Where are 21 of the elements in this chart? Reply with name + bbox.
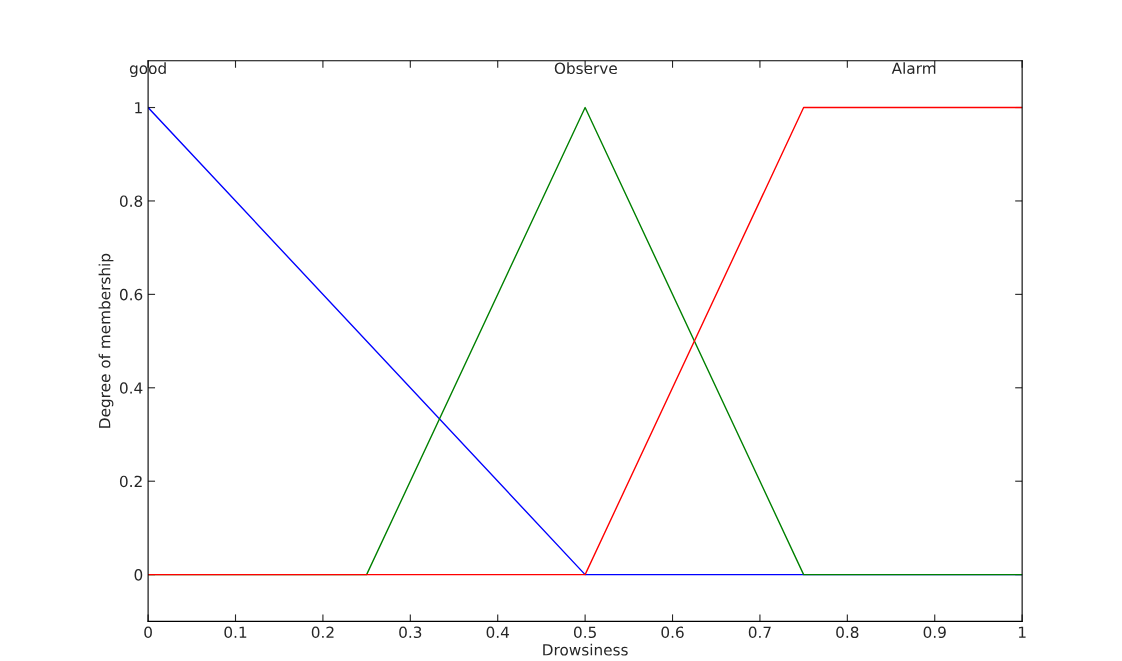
x-tick-label: 0 <box>144 626 152 639</box>
y-tick-label: 0.2 <box>119 475 142 488</box>
x-tick-label: 0.7 <box>748 626 771 639</box>
y-tick-label: 0.8 <box>119 195 143 207</box>
y-tick-label: 1 <box>135 102 142 114</box>
x-axis-title: Drowsiness <box>543 643 628 656</box>
y-tick-label: 0.4 <box>119 382 143 394</box>
x-tick-label: 0.5 <box>573 626 596 639</box>
text: Observe <box>554 62 617 75</box>
x-tick-label: 1 <box>1018 626 1026 638</box>
text: Alarm <box>891 62 936 75</box>
y-axis-title: Degree of membership <box>98 253 114 428</box>
x-tick-label: 0.9 <box>923 626 946 639</box>
y-tick-label: 0 <box>134 569 143 581</box>
x-tick-label: 0.2 <box>311 626 334 639</box>
y-tick-label: 0.6 <box>119 288 143 301</box>
x-tick-label: 0.1 <box>224 626 247 639</box>
x-tick-label: 0.6 <box>661 626 684 639</box>
x-tick-label: 0.8 <box>836 626 859 639</box>
x-tick-label: 0.4 <box>486 626 510 639</box>
x-tick-label: 0.3 <box>399 626 422 639</box>
